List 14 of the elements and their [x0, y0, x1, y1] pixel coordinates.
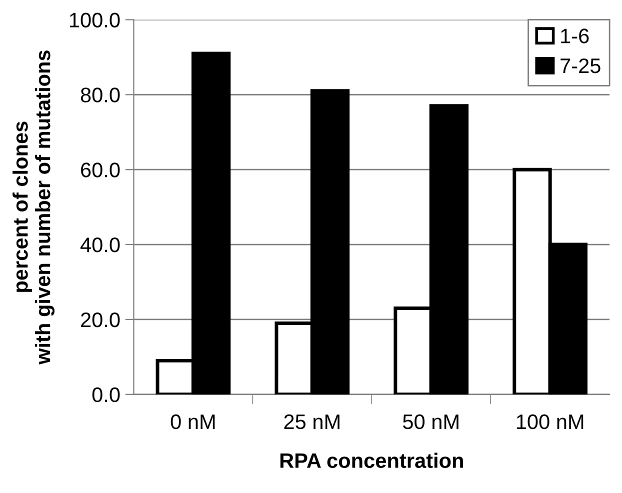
x-tick-label: 25 nM — [284, 414, 340, 430]
y-tick-label: 100.0 — [70, 12, 120, 28]
y-tick-label: 40.0 — [80, 238, 120, 252]
legend-label: 7-25 — [560, 58, 600, 74]
x-tick-label: 100 nM — [516, 414, 584, 430]
y-tick-label: 0.0 — [92, 387, 120, 402]
y-tick-label: 20.0 — [81, 312, 120, 328]
x-tick-label: 50 nM — [403, 414, 458, 430]
y-tick-label: 80.0 — [80, 88, 120, 102]
x-tick-label: 0 nM — [170, 414, 215, 430]
y-axis-title: percent of clones with given number of mutations — [12, 50, 55, 365]
x-axis-title: RPA concentration — [280, 452, 463, 468]
legend-label: 1-6 — [561, 28, 589, 44]
y-tick-label: 60.0 — [81, 162, 120, 178]
